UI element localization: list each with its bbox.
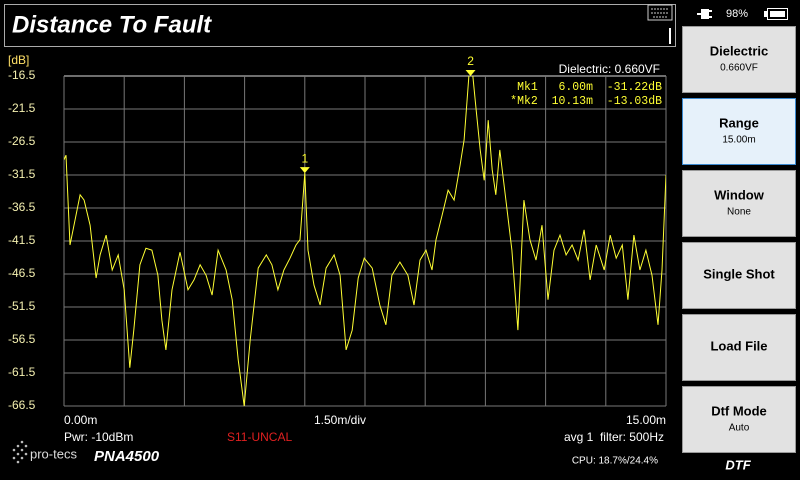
battery-level: 98% [726,8,748,20]
marker [465,70,476,76]
x-div-label: 1.50m/div [314,413,366,427]
keyboard-keys [651,8,669,18]
y-tick-label: -21.5 [8,101,36,115]
softkey-bg [682,170,796,237]
softkey-bg [682,98,796,165]
softkey[interactable]: Dtf Mode Auto [682,386,796,453]
plug-icon [697,9,712,19]
power: Pwr: -10dBm [64,430,133,444]
title: Distance To Fault [12,11,212,38]
x-start-label: 0.00m [64,413,97,427]
marker-readout: *Mk2 10.13m -13.03dB [510,95,662,108]
battery-fill [770,11,785,17]
softkey-label: Dtf Mode [711,403,767,418]
softkey-value: Auto [729,423,750,434]
softkey-label: Load File [710,338,767,353]
y-tick-label: -26.5 [8,134,36,148]
softkey-label: Single Shot [703,266,775,281]
y-tick-label: -36.5 [8,200,36,214]
cursor [669,28,671,44]
logo-dots [12,440,28,464]
softkey-label: Range [719,115,759,130]
logo: pro-tecs [30,446,77,461]
softkey[interactable]: Load File [682,314,796,381]
averaging: avg 1 filter: 500Hz [564,430,664,444]
keyboard-icon[interactable] [647,4,673,21]
softkey-label: Window [714,187,765,202]
mode: DTF [725,457,751,472]
softkey-value: 15.00m [722,135,755,146]
title-box [4,4,676,47]
y-tick-label: -61.5 [8,365,36,379]
softkey-bg [682,242,796,309]
softkey-bg [682,26,796,93]
trace [64,76,666,407]
softkey[interactable]: Range 15.00m [682,98,796,165]
y-tick-label: -16.5 [8,68,36,82]
softkey-bg [682,386,796,453]
cpu: CPU: 18.7%/24.4% [572,456,658,467]
marker-readout: Mk1 6.00m -31.22dB [517,81,662,94]
y-tick-label: -66.5 [8,398,36,412]
y-tick-label: -51.5 [8,299,36,313]
x-end-label: 15.00m [626,413,666,427]
y-unit: [dB] [8,53,29,67]
y-tick-label: -41.5 [8,233,36,247]
marker-label: 1 [301,151,308,165]
y-tick-label: -31.5 [8,167,36,181]
dielectric: Dielectric: 0.660VF [559,62,660,76]
softkey-value: None [727,207,751,218]
battery-icon [767,8,788,20]
softkey-bg [682,314,796,381]
battery-tip [764,11,767,17]
softkey[interactable]: Single Shot [682,242,796,309]
softkey-label: Dielectric [710,43,769,58]
softkey[interactable]: Dielectric 0.660VF [682,26,796,93]
model: PNA4500 [94,448,160,465]
y-tick-label: -56.5 [8,332,36,346]
marker [299,167,310,174]
y-tick-label: -46.5 [8,266,36,280]
softkey-value: 0.660VF [720,63,758,74]
calibration: S11-UNCAL [227,430,292,444]
marker-label: 2 [467,54,474,68]
softkey[interactable]: Window None [682,170,796,237]
